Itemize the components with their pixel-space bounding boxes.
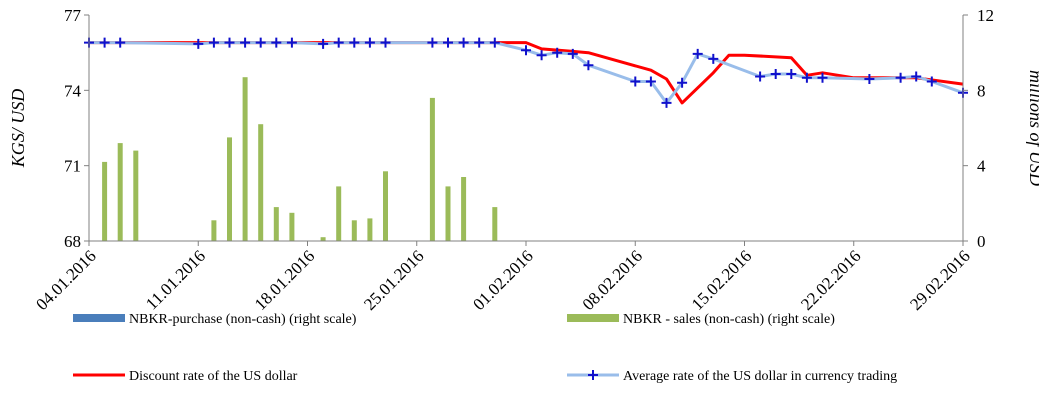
legend-label: NBKR - sales (non-cash) (right scale): [623, 312, 835, 327]
bar-sales: [445, 186, 451, 241]
average-rate-marker: [364, 37, 375, 48]
y-right-tick-label: 8: [977, 81, 986, 100]
average-rate-marker: [801, 72, 812, 83]
average-rate-marker: [318, 38, 329, 49]
y-right-tick-label: 4: [977, 157, 986, 176]
average-rate-marker: [115, 37, 126, 48]
average-rate-marker: [895, 72, 906, 83]
bar-sales: [320, 237, 326, 241]
average-rate-marker: [99, 37, 110, 48]
bar-sales: [429, 97, 435, 242]
bar-sales: [351, 220, 357, 241]
legend-marker: [588, 370, 598, 380]
average-rate-marker: [240, 37, 251, 48]
average-rate-marker: [193, 38, 204, 49]
average-rate-marker: [817, 72, 828, 83]
average-rate-marker: [333, 37, 344, 48]
average-rate-marker: [583, 60, 594, 71]
bar-sales: [492, 207, 498, 241]
bar-sales: [102, 161, 108, 241]
average-rate-marker: [661, 97, 672, 108]
average-rate-marker: [677, 77, 688, 88]
lines-layer: [84, 37, 968, 108]
bar-sales: [367, 218, 373, 241]
average-rate-marker: [427, 37, 438, 48]
bar-sales: [211, 220, 217, 241]
average-rate-marker: [536, 50, 547, 61]
average-rate-marker: [911, 71, 922, 82]
discount-rate-line: [89, 41, 964, 105]
average-rate-marker: [645, 76, 656, 87]
bars-layer: [102, 77, 498, 242]
average-rate-marker: [208, 37, 219, 48]
bar-sales: [117, 143, 123, 241]
average-rate-marker: [458, 37, 469, 48]
average-rate-marker: [443, 37, 453, 48]
legend-label: Average rate of the US dollar in currenc…: [623, 369, 897, 384]
bar-sales: [227, 137, 232, 241]
y-right-tick-label: 12: [977, 6, 994, 25]
y-right-axis-title: millions of USD: [1026, 70, 1039, 186]
x-tick-label: 22.02.2016: [797, 246, 865, 314]
bar-sales: [273, 207, 279, 241]
bar-sales: [289, 212, 295, 242]
bar-sales: [242, 77, 248, 241]
bar-sales: [383, 171, 388, 241]
average-rate-marker: [552, 47, 563, 58]
y-left-tick-label: 74: [64, 81, 82, 100]
average-rate-marker: [224, 37, 235, 48]
x-tick-label: 08.02.2016: [579, 246, 647, 314]
ticks-layer: 68 71 74 77 0 4 8 12 04.01.2016 11.01.2016 18.01.2…: [32, 6, 994, 314]
y-left-axis-title: KGS/ USD: [8, 89, 28, 169]
bar-sales: [461, 177, 467, 241]
average-rate-marker: [271, 37, 282, 48]
average-rate-marker: [489, 37, 500, 48]
average-rate-marker: [380, 37, 391, 48]
average-rate-marker: [755, 71, 766, 82]
average-rate-marker: [630, 76, 641, 87]
legend: NBKR-purchase (non-cash) (right scale) NB…: [73, 312, 897, 384]
x-tick-label: 29.02.2016: [906, 246, 974, 314]
average-rate-marker: [521, 45, 531, 56]
legend-swatch: [73, 314, 125, 322]
legend-label: NBKR-purchase (non-cash) (right scale): [129, 312, 357, 327]
bar-sales: [258, 124, 264, 241]
average-rate-marker: [692, 48, 703, 59]
x-tick-label: 25.01.2016: [360, 246, 428, 314]
average-rate-marker: [786, 69, 797, 79]
x-tick-label: 04.01.2016: [32, 246, 100, 314]
y-left-tick-label: 71: [64, 157, 81, 176]
y-left-tick-label: 77: [64, 6, 82, 25]
average-rate-marker: [926, 76, 937, 87]
x-tick-label: 11.01.2016: [142, 246, 209, 313]
x-tick-label: 18.01.2016: [251, 246, 319, 314]
legend-swatch: [567, 314, 619, 322]
legend-label: Discount rate of the US dollar: [129, 369, 298, 384]
y-right-tick-label: 0: [977, 232, 986, 251]
average-rate-marker: [474, 37, 485, 48]
average-rate-marker: [349, 37, 360, 48]
average-rate-marker: [770, 69, 781, 79]
average-rate-marker: [286, 37, 297, 48]
x-tick-label: 15.02.2016: [688, 246, 756, 314]
average-rate-marker: [567, 48, 578, 59]
bar-sales: [336, 186, 342, 241]
y-left-tick-label: 68: [64, 232, 81, 251]
x-tick-label: 01.02.2016: [469, 246, 537, 314]
average-rate-marker: [864, 74, 875, 84]
bar-sales: [133, 150, 139, 241]
average-rate-marker: [255, 37, 266, 48]
average-rate-marker: [708, 53, 719, 64]
